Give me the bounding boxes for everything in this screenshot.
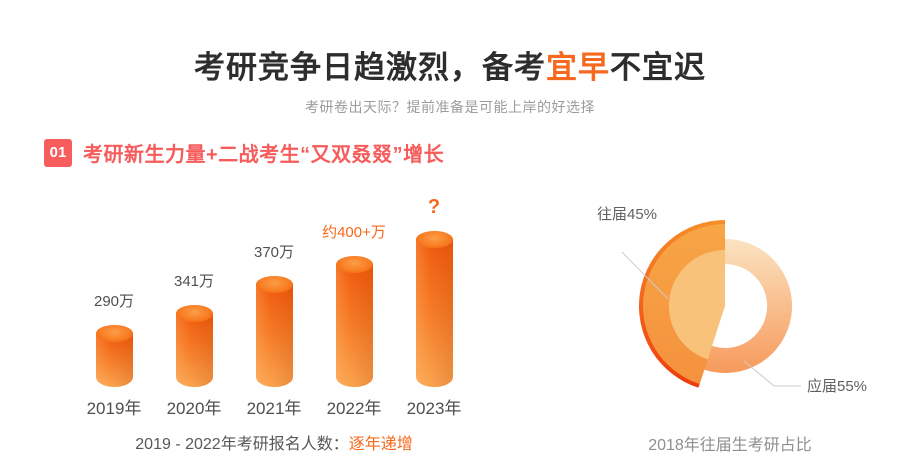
bar-chart-caption: 2019 - 2022年考研报名人数：逐年递增 — [74, 430, 474, 454]
title-highlight: 宜早 — [546, 50, 610, 85]
bar-cylinder-2023 — [415, 231, 546, 389]
bar-shadow — [437, 343, 546, 389]
bar-cylinder-2019 — [95, 325, 226, 389]
bar-group-2019: 290万 2019年 — [74, 290, 226, 418]
page-title: 考研竞争日趋激烈，备考宜早不宜迟 — [0, 42, 900, 87]
section-heading: 01 考研新生力量+二战考生“又双叒叕”增长 — [44, 138, 444, 167]
axis-label-year: 2021年 — [246, 399, 302, 418]
axis-label-year: 2023年 — [406, 399, 462, 418]
donut-chart-caption: 2018年往届生考研占比 — [648, 437, 812, 454]
axis-label-year: 2019年 — [86, 399, 142, 418]
bar-caption-prefix: 2019 - 2022年考研报名人数： — [135, 436, 349, 453]
donut-chart: 往届45% 应届55% — [597, 206, 867, 395]
donut-label-yingjie: 应届55% — [807, 377, 867, 395]
bar-value-label: 290万 — [93, 293, 135, 310]
bar-value-label: 370万 — [253, 244, 295, 261]
bar-group-2022: 约400+万 2022年 — [314, 221, 466, 418]
bar-chart: 290万 2019年 341万 2020年 370万 — [74, 196, 546, 418]
axis-label-year: 2020年 — [166, 399, 222, 418]
bar-group-2023: ? 2023年 — [394, 196, 546, 418]
bar-cylinder-2022 — [335, 256, 466, 389]
donut-overlay-sector — [642, 224, 725, 384]
bar-group-2021: 370万 2021年 — [234, 241, 386, 418]
bar-caption-highlight: 逐年递增 — [348, 436, 413, 453]
callout-line-wangjie — [621, 251, 669, 300]
bar-group-2020: 341万 2020年 — [154, 270, 306, 418]
page-subtitle: 考研卷出天际？提前准备是可能上岸的好选择 — [305, 99, 595, 115]
bar-value-label-unknown: ? — [427, 196, 441, 218]
bar-value-label: 341万 — [173, 273, 215, 290]
section-heading-text: 考研新生力量+二战考生“又双叒叕”增长 — [83, 144, 445, 166]
axis-label-year: 2022年 — [326, 399, 382, 418]
title-prefix: 考研竞争日趋激烈，备考 — [194, 50, 546, 85]
donut-label-wangjie: 往届45% — [597, 206, 657, 223]
bar-value-label: 约400+万 — [322, 224, 386, 241]
section-number-badge: 01 — [44, 138, 72, 167]
title-suffix: 不宜迟 — [610, 50, 706, 85]
bar-cylinder-2021 — [255, 276, 386, 389]
bar-cylinder-2020 — [175, 305, 306, 389]
callout-line-yingjie — [743, 360, 801, 387]
donut-segment-yingjie — [704, 238, 793, 373]
